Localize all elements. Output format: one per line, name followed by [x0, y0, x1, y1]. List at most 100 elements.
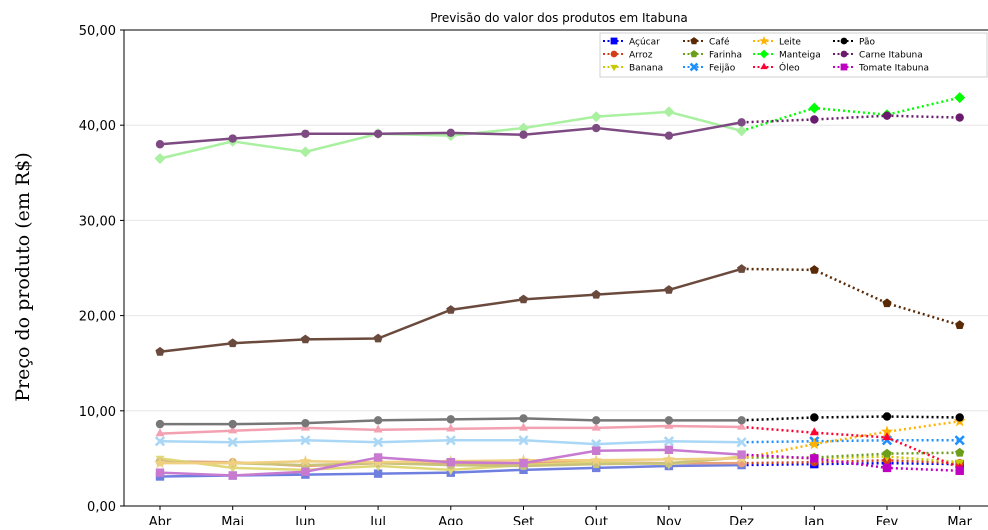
legend-marker [690, 37, 698, 45]
y-axis-label: Preço do produto (em R$) [12, 152, 34, 402]
legend-label: Arroz [629, 51, 653, 61]
legend-item: Arroz [603, 51, 653, 61]
y-tick-label: 10,00 [79, 405, 116, 420]
data-point [228, 425, 238, 434]
data-point [809, 427, 819, 436]
data-point [299, 455, 312, 467]
axes: 0,00 10,00 20,00 30,00 40,00 50,00 Abr Mai Jun Ju… [79, 24, 973, 530]
data-point [737, 450, 746, 459]
legend-marker [840, 37, 848, 45]
y-tick-label: 30,00 [79, 214, 116, 229]
data-point [154, 153, 166, 164]
data-point [810, 454, 819, 463]
series [155, 412, 964, 429]
data-point [808, 102, 820, 114]
data-point [299, 146, 311, 158]
data-point [301, 129, 310, 138]
data-point [664, 445, 674, 455]
data-point [664, 416, 674, 425]
legend-marker [689, 62, 699, 72]
legend-item: Café [683, 37, 730, 48]
data-point [518, 435, 529, 446]
data-point [662, 453, 675, 465]
series [154, 435, 965, 450]
data-point [155, 346, 165, 356]
legend-item: Feijão [683, 62, 736, 74]
legend-item: Farinha [683, 50, 742, 61]
data-point [664, 285, 674, 294]
data-point [592, 123, 601, 133]
data-point [664, 131, 674, 140]
data-point [591, 289, 601, 299]
legend-label: Tomate Itabuna [858, 64, 929, 74]
x-tick-label: Jun [294, 515, 315, 525]
legend-label: Pão [859, 38, 876, 48]
data-point [882, 432, 892, 441]
legend-label: Feijão [709, 64, 736, 74]
data-point [664, 420, 674, 429]
x-tick-label: Out [584, 515, 608, 525]
legend-item: Tomate Itabuna [833, 64, 929, 74]
data-point [519, 130, 528, 139]
x-tick-label: Jan [803, 515, 824, 525]
data-point [882, 463, 892, 473]
marker-stroke [300, 435, 311, 446]
marker-stroke [227, 437, 238, 448]
series-line-forecast [741, 267, 961, 327]
data-point [955, 113, 964, 122]
data-point [373, 333, 383, 343]
data-point [373, 469, 383, 478]
chart-title: Previsão do valor dos produtos em Itabun… [430, 11, 688, 25]
series-line-forecast [741, 453, 960, 473]
plot-frame [123, 29, 988, 507]
data-point [737, 416, 746, 425]
marker-stroke [518, 435, 529, 446]
data-point [955, 466, 964, 475]
legend-marker [610, 50, 618, 58]
marker-stroke [736, 437, 747, 448]
series [155, 264, 965, 356]
data-point [445, 435, 456, 446]
data-point [518, 122, 529, 134]
series-group [154, 92, 966, 481]
data-point [446, 128, 455, 138]
gridlines [124, 29, 988, 412]
data-point [227, 437, 238, 448]
series-line-forecast [741, 461, 960, 467]
legend-marker [690, 50, 698, 58]
data-point [154, 456, 166, 469]
marker-stroke [372, 437, 384, 448]
data-point [954, 92, 966, 104]
data-point [810, 115, 819, 124]
legend-item: Banana [603, 64, 663, 74]
data-point [301, 418, 310, 428]
data-point [446, 458, 455, 467]
data-point [228, 471, 237, 480]
y-tick-label: 50,00 [79, 24, 116, 39]
data-point [446, 467, 456, 476]
data-point [736, 125, 748, 137]
data-point [882, 412, 892, 421]
data-point [955, 320, 965, 329]
data-point [446, 423, 456, 432]
legend-label: Banana [629, 64, 663, 74]
data-point [592, 416, 601, 425]
series [155, 420, 965, 471]
data-point [226, 456, 239, 469]
legend-marker [610, 64, 618, 72]
data-point [590, 111, 602, 123]
legend: Açúcar Arroz Banana Café Farinha Feijão Leite M… [599, 32, 988, 78]
x-tick-label: Fev [876, 515, 899, 525]
data-point [737, 118, 746, 127]
data-point [155, 140, 165, 149]
series-line-forecast [741, 415, 960, 422]
data-point [228, 134, 237, 143]
data-point [882, 448, 892, 458]
data-point [446, 415, 455, 424]
data-point [591, 422, 601, 431]
legend-item: Carne Itabuna [833, 51, 923, 61]
data-point [519, 458, 528, 468]
x-tick-label: Ago [438, 515, 463, 525]
series [155, 111, 964, 149]
